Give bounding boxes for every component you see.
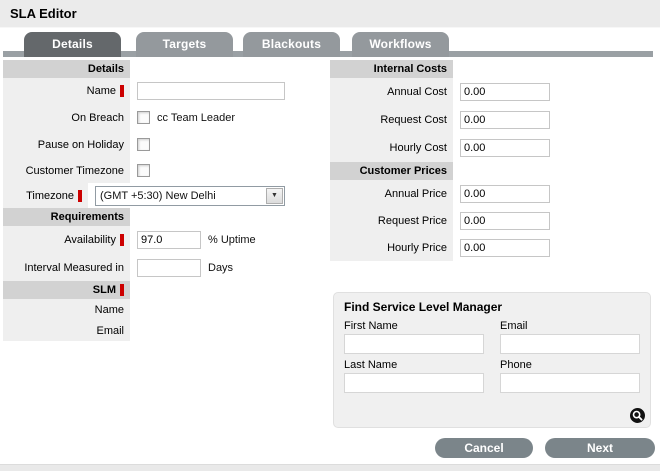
timezone-label: Timezone — [3, 183, 88, 208]
pause-on-holiday-checkbox[interactable] — [137, 138, 150, 151]
search-icon[interactable] — [630, 408, 645, 423]
chevron-down-icon[interactable]: ▼ — [266, 187, 283, 204]
request-price-input[interactable] — [460, 211, 550, 230]
customer-prices-section-header: Customer Prices — [330, 162, 453, 180]
annual-price-input[interactable] — [460, 184, 550, 203]
on-breach-checkbox-label: cc Team Leader — [157, 111, 236, 124]
slm-name-row: Name — [3, 299, 285, 320]
availability-label: Availability — [3, 226, 130, 254]
request-price-row: Request Price — [330, 207, 653, 234]
interval-suffix: Days — [208, 261, 234, 274]
tab-blackouts[interactable]: Blackouts — [243, 32, 340, 57]
find-slm-panel: Find Service Level Manager First Name Em… — [333, 292, 651, 428]
first-name-label: First Name — [344, 320, 398, 332]
page-bottom-strip — [0, 464, 660, 471]
internal-costs-section-header: Internal Costs — [330, 60, 453, 78]
annual-cost-input[interactable] — [460, 83, 550, 101]
request-cost-label: Request Cost — [330, 106, 453, 134]
costs-column: Internal Costs Annual Cost Request Cost … — [330, 60, 653, 261]
slm-name-label: Name — [3, 299, 130, 320]
customer-timezone-label: Customer Timezone — [3, 158, 130, 183]
page-title: SLA Editor — [0, 0, 660, 28]
required-marker — [78, 189, 82, 202]
request-cost-row: Request Cost — [330, 106, 653, 134]
timezone-row: Timezone (GMT +5:30) New Delhi ▼ — [3, 183, 285, 208]
phone-input[interactable] — [500, 373, 640, 393]
tab-targets[interactable]: Targets — [136, 32, 233, 57]
annual-cost-row: Annual Cost — [330, 78, 653, 106]
phone-label: Phone — [500, 359, 532, 371]
hourly-price-input[interactable] — [460, 238, 550, 257]
requirements-section-header: Requirements — [3, 208, 130, 226]
customer-timezone-row: Customer Timezone — [3, 158, 285, 183]
find-slm-title: Find Service Level Manager — [344, 300, 503, 314]
request-price-label: Request Price — [330, 207, 453, 234]
availability-row: Availability % Uptime — [3, 226, 285, 254]
name-label: Name — [3, 78, 130, 104]
slm-email-row: Email — [3, 320, 285, 341]
annual-price-label: Annual Price — [330, 180, 453, 207]
pause-on-holiday-row: Pause on Holiday — [3, 131, 285, 158]
slm-email-label: Email — [3, 320, 130, 341]
hourly-cost-label: Hourly Cost — [330, 134, 453, 162]
hourly-cost-input[interactable] — [460, 139, 550, 157]
hourly-price-row: Hourly Price — [330, 234, 653, 261]
next-button[interactable]: Next — [545, 438, 655, 458]
timezone-select[interactable]: (GMT +5:30) New Delhi ▼ — [95, 185, 285, 206]
cancel-button[interactable]: Cancel — [435, 438, 533, 458]
last-name-label: Last Name — [344, 359, 398, 371]
required-marker — [120, 284, 124, 296]
annual-cost-label: Annual Cost — [330, 78, 453, 106]
request-cost-input[interactable] — [460, 111, 550, 129]
required-marker — [120, 234, 124, 246]
first-name-input[interactable] — [344, 334, 484, 354]
interval-input[interactable] — [137, 258, 201, 277]
email-input[interactable] — [500, 334, 640, 354]
annual-price-row: Annual Price — [330, 180, 653, 207]
on-breach-checkbox[interactable] — [137, 111, 150, 124]
tab-workflows[interactable]: Workflows — [352, 32, 449, 57]
name-row: Name — [3, 78, 285, 104]
availability-suffix: % Uptime — [208, 234, 256, 246]
pause-on-holiday-label: Pause on Holiday — [3, 131, 130, 158]
on-breach-label: On Breach — [3, 104, 130, 131]
tab-details[interactable]: Details — [24, 32, 121, 57]
last-name-input[interactable] — [344, 373, 484, 393]
slm-section-header: SLM — [3, 281, 130, 299]
email-label: Email — [500, 320, 528, 332]
name-input[interactable] — [137, 82, 285, 100]
timezone-selected-value: (GMT +5:30) New Delhi — [100, 189, 216, 202]
details-column: Details Name On Breach cc Team Leader Pa… — [3, 60, 285, 341]
details-section-header: Details — [3, 60, 130, 78]
interval-row: Interval Measured in Days — [3, 254, 285, 281]
interval-label: Interval Measured in — [3, 254, 130, 281]
required-marker — [120, 85, 124, 97]
availability-input[interactable] — [137, 231, 201, 249]
hourly-cost-row: Hourly Cost — [330, 134, 653, 162]
customer-timezone-checkbox[interactable] — [137, 164, 150, 177]
on-breach-row: On Breach cc Team Leader — [3, 104, 285, 131]
hourly-price-label: Hourly Price — [330, 234, 453, 261]
